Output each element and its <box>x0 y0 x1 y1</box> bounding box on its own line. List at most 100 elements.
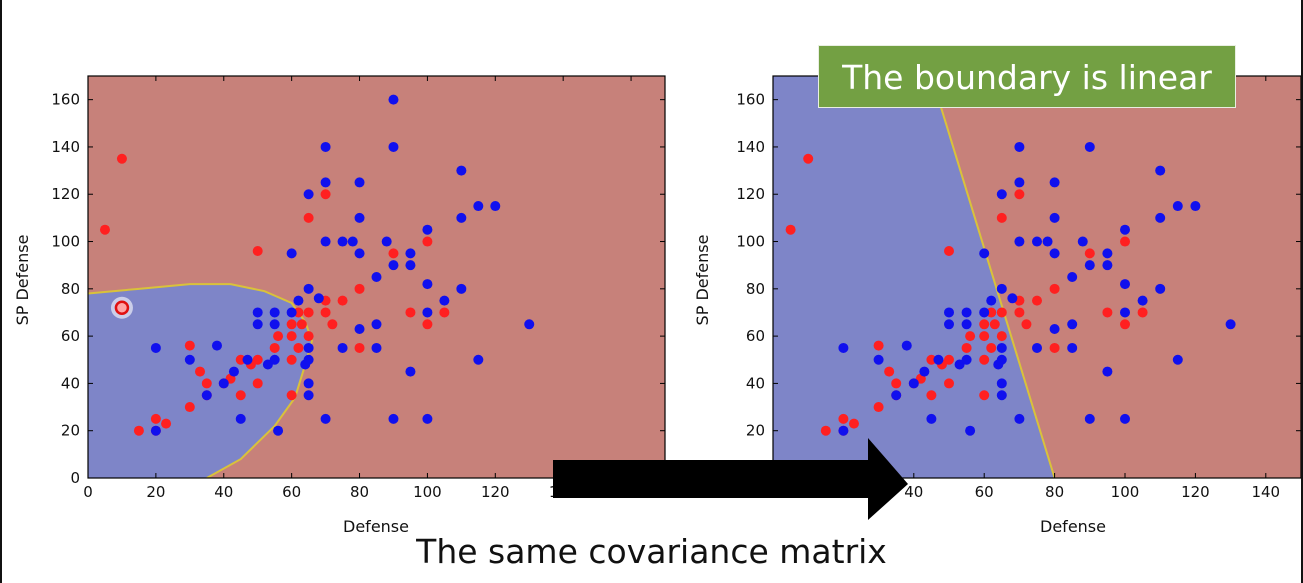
data-point <box>286 307 297 318</box>
data-point <box>184 340 195 351</box>
data-point <box>422 236 433 247</box>
data-point <box>354 324 365 335</box>
data-point <box>422 279 433 290</box>
data-point <box>1014 189 1025 200</box>
data-point <box>996 212 1007 223</box>
plot-area <box>88 76 665 478</box>
data-point <box>961 354 972 365</box>
data-point <box>1120 279 1130 290</box>
data-point <box>337 295 348 306</box>
data-point <box>1049 177 1060 188</box>
data-point <box>269 354 280 365</box>
data-point <box>99 224 110 235</box>
data-point <box>891 378 902 389</box>
data-point <box>1225 319 1236 330</box>
x-tick-label: 0 <box>83 483 93 501</box>
data-point <box>986 295 997 306</box>
y-tick-label: 120 <box>736 185 765 203</box>
plot-frame <box>87 75 666 479</box>
data-point <box>954 359 965 370</box>
data-point <box>405 307 416 318</box>
data-point <box>273 331 284 342</box>
data-point <box>996 354 1007 365</box>
x-tick-label: 20 <box>146 483 165 501</box>
data-point <box>1172 354 1183 365</box>
data-point <box>303 378 314 389</box>
data-point <box>1102 260 1113 271</box>
data-point <box>979 319 990 330</box>
data-point <box>1049 283 1060 294</box>
data-point <box>201 378 212 389</box>
data-point <box>269 342 280 353</box>
data-point <box>979 307 990 318</box>
data-point <box>354 177 365 188</box>
data-point <box>303 307 314 318</box>
data-point <box>1032 342 1042 353</box>
x-tick-label: 60 <box>975 483 994 501</box>
highlight-point <box>114 300 130 315</box>
data-point <box>1120 307 1130 318</box>
y-tick-label: 100 <box>736 233 765 251</box>
x-axis-label: Defense <box>343 517 409 536</box>
data-point <box>405 366 416 377</box>
arrow-icon <box>553 438 908 520</box>
x-tick-label: 60 <box>282 483 301 501</box>
data-point <box>926 354 937 365</box>
data-point <box>211 340 222 351</box>
data-point <box>979 390 990 401</box>
series-2 <box>150 94 535 436</box>
decision-boundary <box>930 76 1056 478</box>
y-tick-label: 40 <box>61 374 80 392</box>
data-point <box>473 201 484 212</box>
highlight-halo <box>110 296 133 319</box>
data-point <box>388 413 399 424</box>
y-tick-label: 120 <box>51 185 80 203</box>
data-point <box>381 236 392 247</box>
series-1 <box>99 153 450 436</box>
data-point <box>371 342 382 353</box>
series-2 <box>838 94 1236 436</box>
y-tick-label: 100 <box>51 233 80 251</box>
data-point <box>1155 283 1166 294</box>
data-point <box>1014 236 1025 247</box>
data-point <box>873 340 884 351</box>
data-point <box>439 295 450 306</box>
data-point <box>303 212 314 223</box>
data-point <box>961 319 972 330</box>
data-point <box>320 307 331 318</box>
chart-quadratic-boundary: 0204060801001201401600204060801001201401… <box>13 75 666 536</box>
data-point <box>820 425 831 436</box>
data-point <box>901 340 912 351</box>
data-point <box>235 390 246 401</box>
data-point <box>303 283 314 294</box>
data-point <box>524 319 535 330</box>
data-point <box>422 224 433 235</box>
data-point <box>218 378 229 389</box>
data-point <box>388 248 399 259</box>
data-point <box>252 319 263 330</box>
data-point <box>150 425 161 436</box>
data-point <box>1102 307 1113 318</box>
data-point <box>1032 236 1042 247</box>
y-tick-label: 40 <box>746 374 765 392</box>
data-point <box>1120 413 1130 424</box>
plot-area <box>773 76 1301 478</box>
data-point <box>273 425 284 436</box>
data-point <box>286 331 297 342</box>
data-point <box>803 153 814 164</box>
region-class2 <box>88 284 313 478</box>
y-tick-label: 60 <box>61 327 80 345</box>
data-point <box>269 307 280 318</box>
data-point <box>228 366 239 377</box>
data-point <box>1084 141 1095 152</box>
data-point <box>473 354 484 365</box>
data-point <box>303 390 314 401</box>
data-point <box>388 94 399 105</box>
data-point <box>422 319 433 330</box>
data-point <box>1084 260 1095 271</box>
x-tick-label: 80 <box>350 483 369 501</box>
data-point <box>286 354 297 365</box>
y-tick-label: 80 <box>61 280 80 298</box>
data-point <box>996 189 1007 200</box>
data-point <box>965 425 976 436</box>
